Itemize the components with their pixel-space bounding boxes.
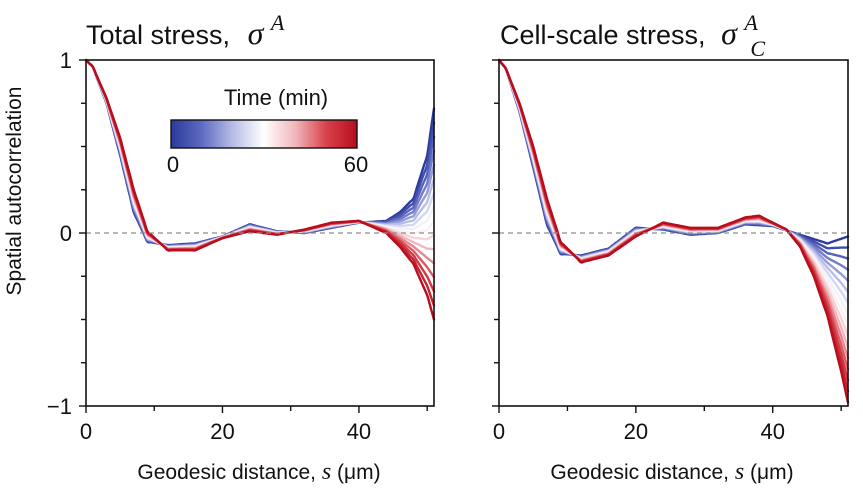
series-line-t36 bbox=[497, 58, 850, 338]
x-tick-label: 0 bbox=[493, 419, 505, 444]
panel-2-x-ticks: 0 20 40 bbox=[493, 406, 842, 444]
panel-2-x-axis-label: Geodesic distance, s (μm) bbox=[550, 459, 793, 485]
series-line-t24 bbox=[497, 58, 850, 305]
series-line-t20 bbox=[497, 58, 850, 293]
x-tick-label: 20 bbox=[210, 419, 234, 444]
panel-total-stress: Total stress, σ A 0 20 40 −1 0 1 Spatial aut… bbox=[3, 10, 436, 485]
time-colorbar: Time (min) 0 60 bbox=[167, 85, 368, 177]
panel-1-y-ticks: −1 0 1 bbox=[47, 48, 86, 419]
panel-2-lines bbox=[497, 58, 850, 404]
y-tick-label: 0 bbox=[60, 221, 72, 246]
series-line-t28 bbox=[497, 58, 850, 316]
x-tick-label: 20 bbox=[624, 419, 648, 444]
y-tick-label: 1 bbox=[60, 48, 72, 73]
colorbar-title: Time (min) bbox=[224, 85, 328, 110]
y-tick-label: −1 bbox=[47, 394, 72, 419]
series-line-t16 bbox=[497, 58, 850, 282]
colorbar-min-label: 0 bbox=[167, 152, 179, 177]
series-line-t60 bbox=[497, 58, 850, 404]
panel-1-lines bbox=[84, 58, 436, 321]
x-tick-label: 40 bbox=[760, 419, 784, 444]
panel-1-y-axis-label: Spatial autocorrelation bbox=[3, 87, 26, 296]
panel-2-y-ticks bbox=[492, 59, 499, 407]
panel-1-x-axis-label: Geodesic distance, s (μm) bbox=[137, 459, 380, 485]
colorbar-max-label: 60 bbox=[344, 152, 368, 177]
x-tick-label: 0 bbox=[80, 419, 92, 444]
colorbar-gradient bbox=[170, 119, 358, 149]
x-tick-label: 40 bbox=[347, 419, 371, 444]
series-line-t40 bbox=[497, 58, 850, 349]
panel-1-x-ticks: 0 20 40 bbox=[80, 406, 428, 444]
series-line-t32 bbox=[497, 58, 850, 327]
panel-cell-scale-stress: Cell-scale stress, σ A C 0 20 40 Geodesic … bbox=[492, 6, 850, 485]
panel-1-title: Total stress, σ A bbox=[86, 10, 285, 51]
panel-2-title: Cell-scale stress, σ A C bbox=[500, 6, 765, 61]
